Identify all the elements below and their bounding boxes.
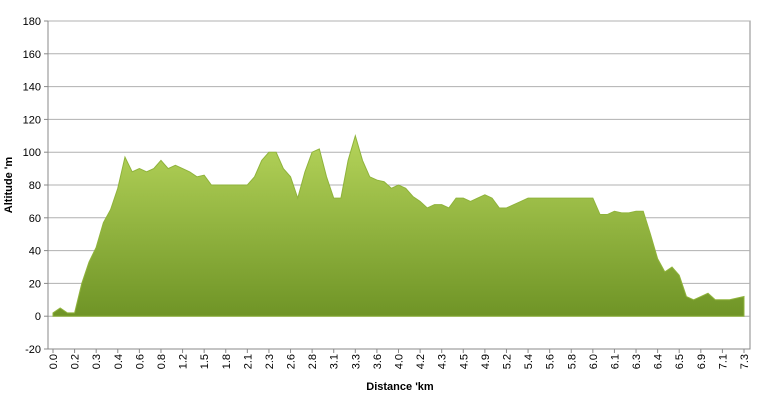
x-tick-label: 2.8 [307,354,319,369]
y-tick-label: 40 [29,246,41,258]
x-tick-label: 1.8 [221,354,233,369]
y-tick-label: 180 [23,16,41,28]
x-tick-label: 7.3 [739,354,751,369]
x-tick-label: 0.8 [156,354,168,369]
y-tick-label: 160 [23,49,41,61]
y-tick-label: 120 [23,114,41,126]
x-tick-label: 6.1 [609,354,621,369]
x-tick-label: 1.2 [178,354,190,369]
x-tick-label: 5.8 [566,354,578,369]
y-tick-label: 0 [35,311,41,323]
x-tick-label: 0.2 [70,354,82,369]
y-tick-label: 140 [23,82,41,94]
y-tick-label: 60 [29,213,41,225]
x-tick-label: 0.3 [91,354,103,369]
x-tick-label: 0.6 [134,354,146,369]
y-tick-label: -20 [25,344,41,356]
x-tick-label: 2.3 [264,354,276,369]
x-tick-label: 4.5 [458,354,470,369]
x-tick-label: 2.1 [242,354,254,369]
x-tick-label: 7.1 [717,354,729,369]
x-tick-label: 3.3 [350,354,362,369]
y-tick-label: 100 [23,147,41,159]
y-tick-label: 80 [29,180,41,192]
x-tick-label: 0.0 [48,354,60,369]
x-tick-label: 2.6 [286,354,298,369]
x-tick-label: 1.5 [199,354,211,369]
y-tick-label: 20 [29,278,41,290]
x-tick-label: 3.1 [329,354,341,369]
x-tick-label: 5.4 [523,354,535,369]
x-tick-label: 5.6 [545,354,557,369]
x-tick-label: 4.0 [394,354,406,369]
x-tick-label: 6.3 [631,354,643,369]
x-tick-label: 4.2 [415,354,427,369]
x-tick-label: 6.5 [674,354,686,369]
x-tick-label: 3.6 [372,354,384,369]
x-tick-label: 4.9 [480,354,492,369]
x-tick-label: 6.4 [653,354,665,369]
y-axis-title: Altitude 'm [3,157,15,214]
x-tick-label: 5.2 [501,354,513,369]
x-tick-label: 6.9 [696,354,708,369]
x-tick-label: 6.0 [588,354,600,369]
x-axis-title: Distance 'km [366,381,434,393]
area [52,134,745,317]
x-tick-label: 0.4 [113,354,125,369]
x-tick-label: 4.3 [437,354,449,369]
